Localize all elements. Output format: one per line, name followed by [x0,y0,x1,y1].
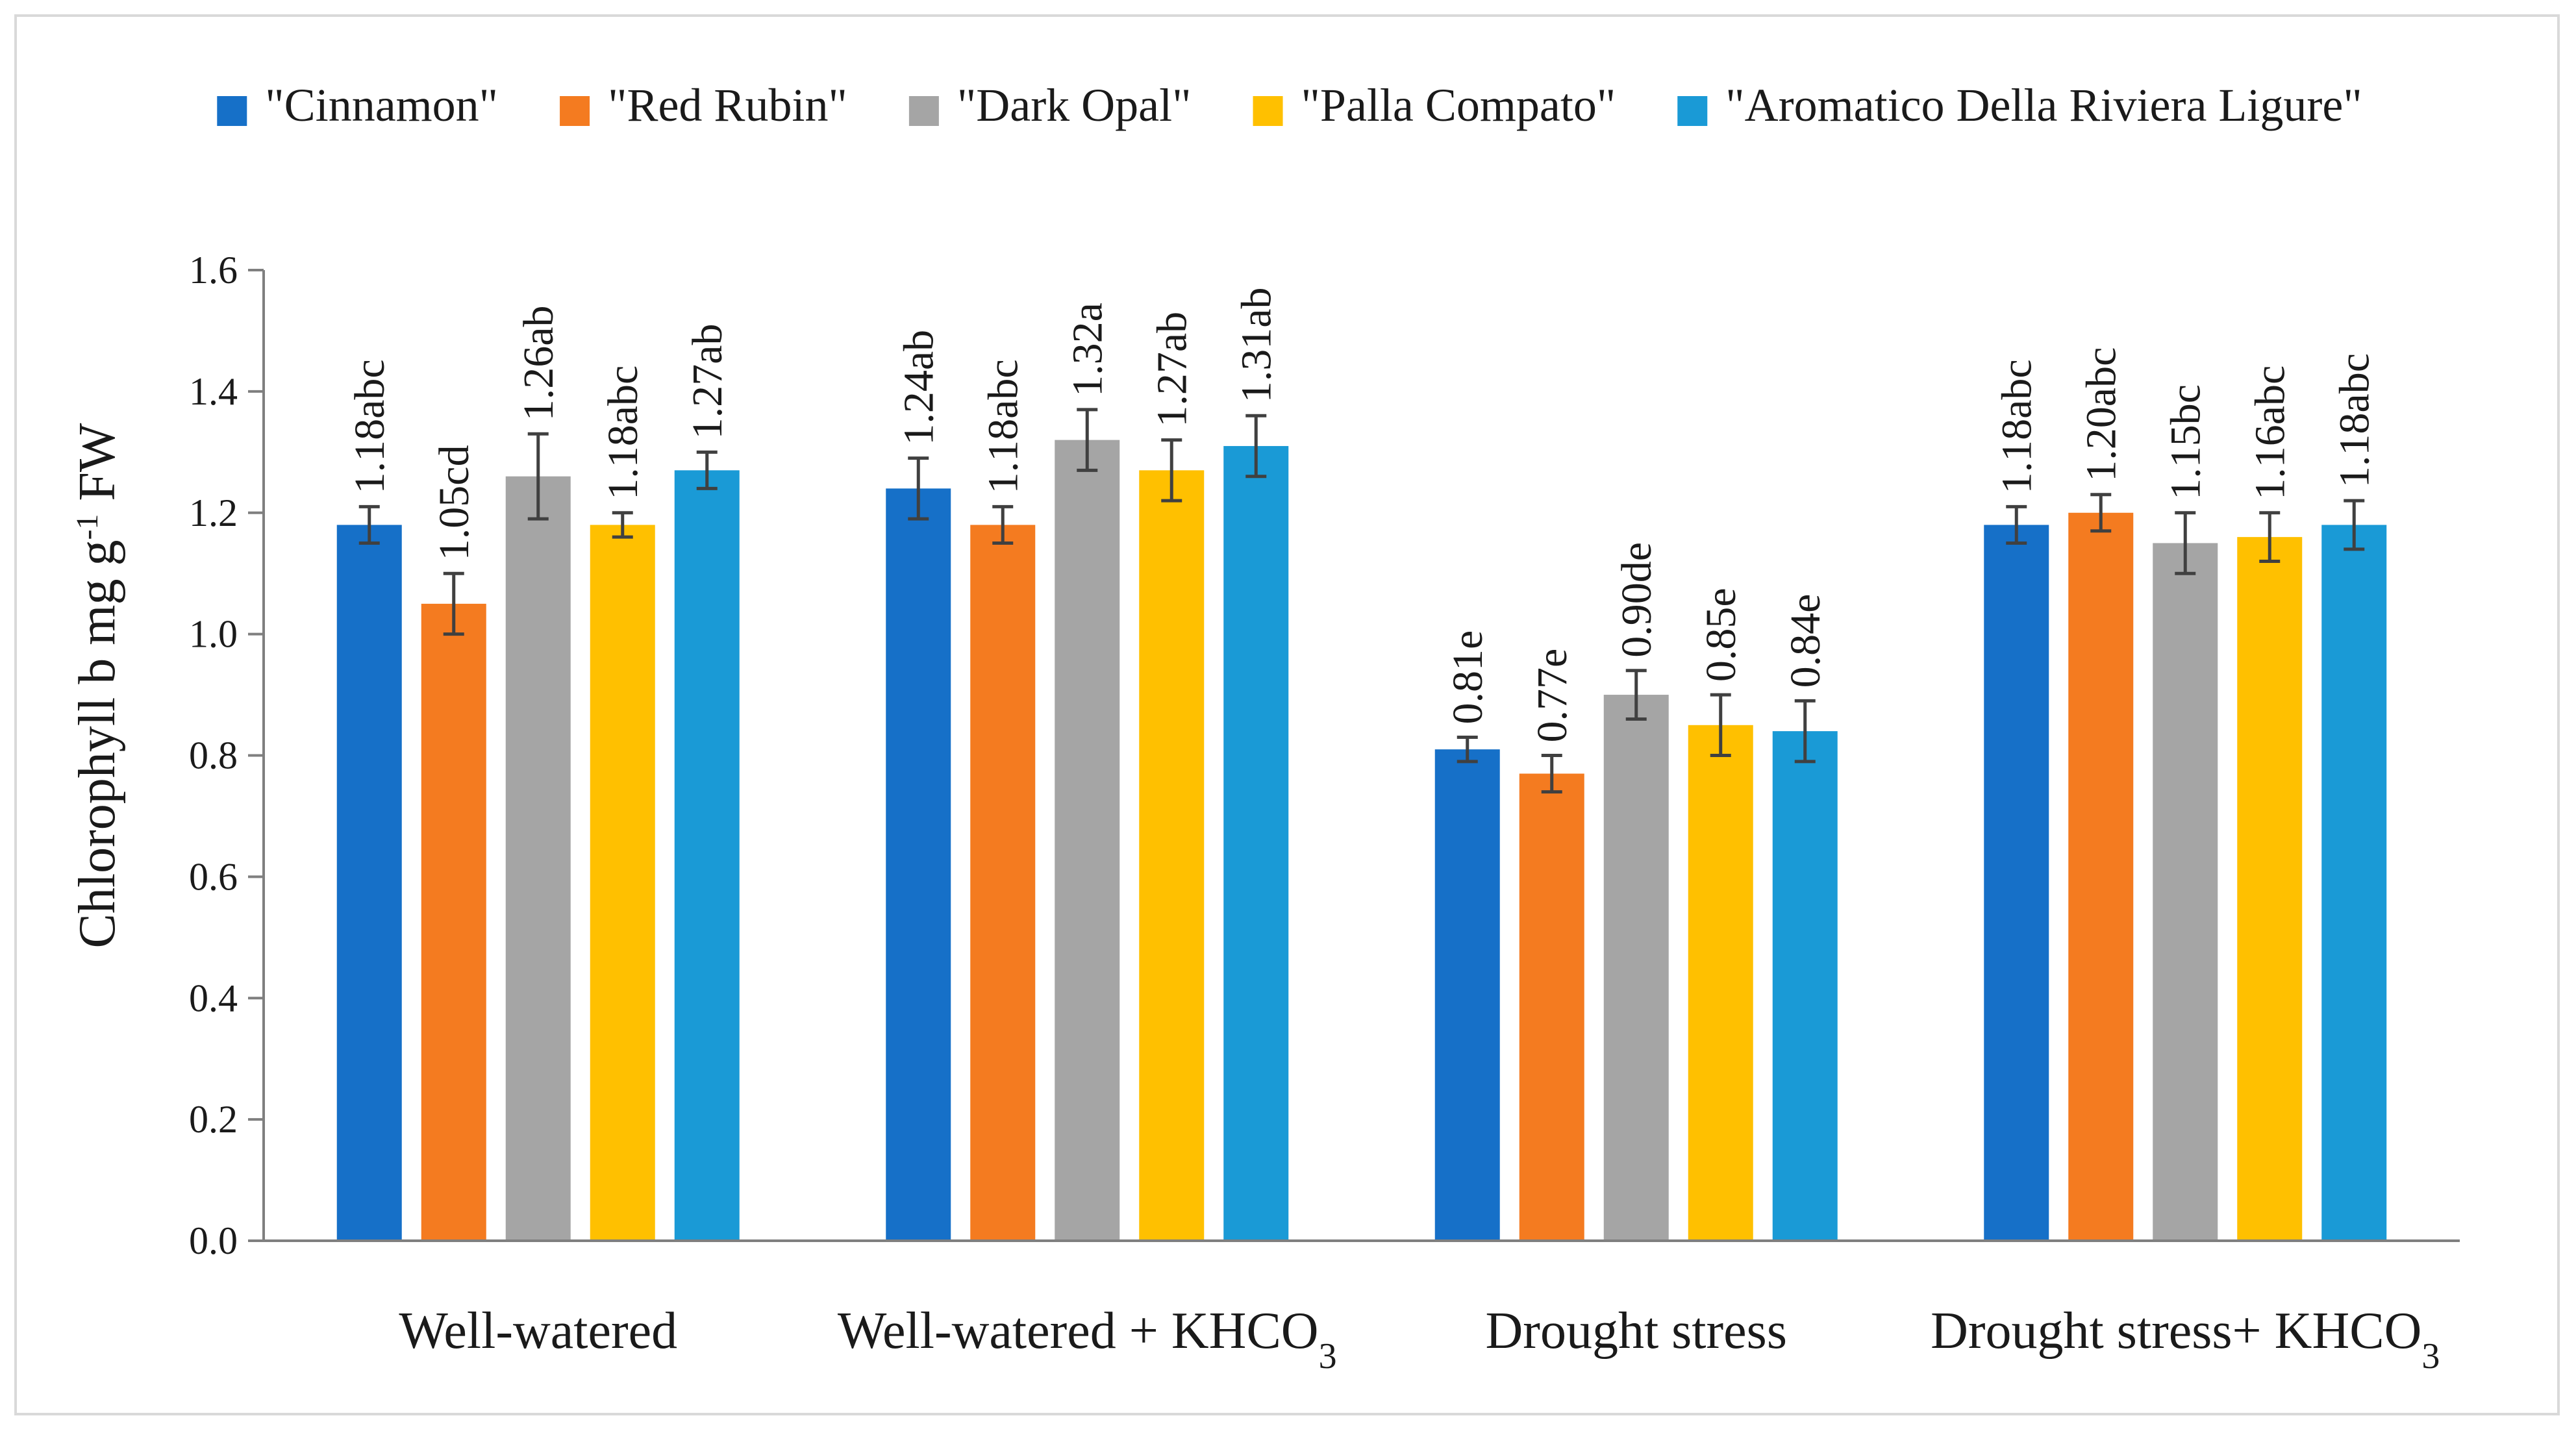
y-tick-label: 0.6 [189,855,238,898]
x-category-text: Well-watered + KHCO [838,1302,1319,1360]
y-tick-label: 1.4 [189,370,238,413]
x-axis: Well-watered Well-watered + KHCO3 Drought … [264,1239,2460,1376]
bar [1603,695,1669,1241]
bar [1139,470,1205,1241]
x-category-label: Well-watered + KHCO3 [838,1302,1337,1376]
x-category-subscript: 3 [2421,1336,2440,1376]
data-label: 0.84e [1782,594,1829,688]
legend-entry: "Palla Compato" [1301,79,1616,131]
x-category-label: Drought stress [1486,1302,1787,1360]
data-label: 1.16abc [2246,366,2294,500]
legend-swatch [908,96,939,126]
data-label: 0.81e [1444,630,1492,725]
data-label: 1.24ab [895,330,942,445]
bar [590,525,655,1241]
bar [1055,440,1120,1241]
data-label: 1.15bc [2162,384,2209,500]
bar [674,470,740,1241]
data-label: 1.18abc [1993,359,2040,493]
y-tick-label: 1.6 [189,249,238,292]
y-axis-label-suffix: FW [69,423,126,514]
bar [421,603,486,1241]
data-label: 1.26ab [515,305,562,421]
bar [2321,525,2387,1241]
data-label: 1.18abc [979,359,1027,493]
y-tick-label: 0.4 [189,977,238,1019]
legend-swatch [1677,96,1708,126]
y-axis-label-main: Chlorophyll b mg g [69,540,126,949]
x-category-label: Well-watered [399,1302,677,1360]
bar [886,488,951,1241]
legend: "Cinnamon" "Red Rubin" "Dark Opal" "Palla C… [217,79,2362,131]
error-bars [358,408,2365,794]
y-tick-label: 0.0 [189,1219,238,1262]
bar [2237,537,2303,1241]
data-label: 1.18abc [2331,353,2378,488]
x-category-text: Well-watered [399,1302,677,1360]
chart-frame: "Cinnamon" "Red Rubin" "Dark Opal" "Palla C… [14,14,2560,1415]
y-tick-label: 1.0 [189,613,238,656]
bar [505,476,571,1241]
y-axis: 0.0 0.2 0.4 0.6 0.8 1.0 1.2 1.4 1.6 [189,249,265,1262]
bar [1434,749,1500,1241]
legend-entry: "Dark Opal" [957,79,1192,131]
legend-swatch [560,96,590,126]
data-label: 1.27ab [684,324,731,440]
data-label: 1.27ab [1148,312,1195,427]
y-tick-label: 0.8 [189,734,238,777]
bars [336,440,2387,1241]
y-tick-label: 0.2 [189,1098,238,1141]
bar [1223,445,1289,1241]
y-axis-label: Chlorophyll b mg g-1 FW [69,423,126,948]
legend-entry: "Cinnamon" [265,79,498,131]
data-label: 1.20abc [2077,347,2125,482]
data-label: 1.05cd [431,445,478,560]
data-label: 1.18abc [346,359,394,493]
y-axis-label-superscript: -1 [70,514,105,540]
data-label: 1.32a [1064,303,1111,397]
data-label: 1.31ab [1232,287,1280,403]
bar [2068,512,2134,1241]
x-category-subscript: 3 [1319,1336,1337,1376]
bar [1688,725,1753,1241]
y-axis-title: Chlorophyll b mg g-1 FW [69,423,126,948]
legend-entry: "Red Rubin" [608,79,847,131]
bar [1772,731,1838,1241]
data-label: 1.18abc [599,366,647,500]
bar [970,525,1036,1241]
data-label: 0.85e [1697,588,1745,682]
legend-swatch [1253,96,1283,126]
y-tick-label: 1.2 [189,492,238,534]
x-category-text: Drought stress+ KHCO [1931,1302,2421,1360]
data-label: 0.90de [1613,542,1660,658]
bar-chart: "Cinnamon" "Red Rubin" "Dark Opal" "Palla C… [69,79,2460,1376]
data-labels: 1.18abc 1.24ab 0.81e 1.18abc 1.05cd 1.18abc 0.… [346,287,2379,742]
legend-swatch [217,96,247,126]
bar [2153,543,2218,1241]
data-label: 0.77e [1529,649,1576,743]
x-category-label: Drought stress+ KHCO3 [1931,1302,2440,1376]
x-category-text: Drought stress [1486,1302,1787,1360]
bar [1519,773,1584,1241]
bar [336,525,402,1241]
bar [1984,525,2049,1241]
legend-entry: "Aromatico Della Riviera Ligure" [1725,79,2362,131]
